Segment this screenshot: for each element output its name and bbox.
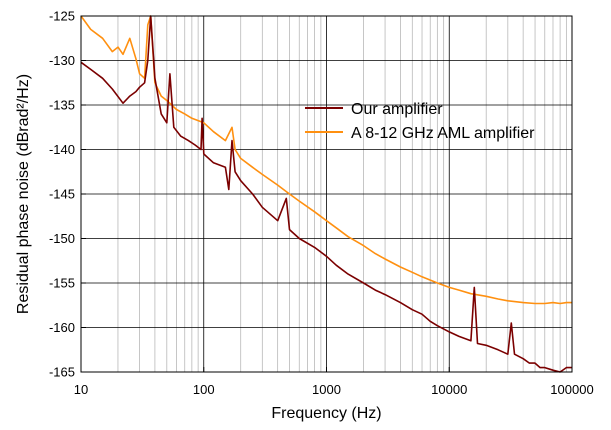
y-tick-label: -125 bbox=[49, 9, 75, 24]
x-tick-label: 100 bbox=[193, 382, 215, 397]
y-tick-label: -155 bbox=[49, 276, 75, 291]
y-tick-label: -130 bbox=[49, 53, 75, 68]
y-tick-label: -145 bbox=[49, 187, 75, 202]
series-line-our-amplifier bbox=[80, 15, 572, 373]
series-layer bbox=[80, 15, 572, 373]
x-tick-label: 1000 bbox=[312, 382, 341, 397]
y-tick-label: -140 bbox=[49, 142, 75, 157]
legend-label: A 8-12 GHz AML amplifier bbox=[351, 125, 535, 142]
y-tick-label: -160 bbox=[49, 320, 75, 335]
y-tick-label: -165 bbox=[49, 365, 75, 380]
y-tick-label: -150 bbox=[49, 231, 75, 246]
x-tick-label: 10 bbox=[74, 382, 88, 397]
y-tick-label: -135 bbox=[49, 98, 75, 113]
x-tick-label: 10000 bbox=[431, 382, 467, 397]
x-tick-label: 100000 bbox=[550, 382, 593, 397]
y-axis-title: Residual phase noise (dBrad²/Hz) bbox=[15, 74, 32, 314]
y-axis-ticks: -165 -160 -155 -150 -145 -140 -135 -130 -125 bbox=[49, 9, 86, 380]
x-axis-title: Frequency (Hz) bbox=[271, 405, 381, 422]
x-axis-ticks: 10 100 1000 10000 100000 bbox=[74, 367, 594, 397]
legend: Our amplifier A 8-12 GHz AML amplifier bbox=[305, 101, 535, 142]
legend-label: Our amplifier bbox=[351, 101, 443, 118]
series-line-aml-amplifier bbox=[80, 15, 572, 305]
